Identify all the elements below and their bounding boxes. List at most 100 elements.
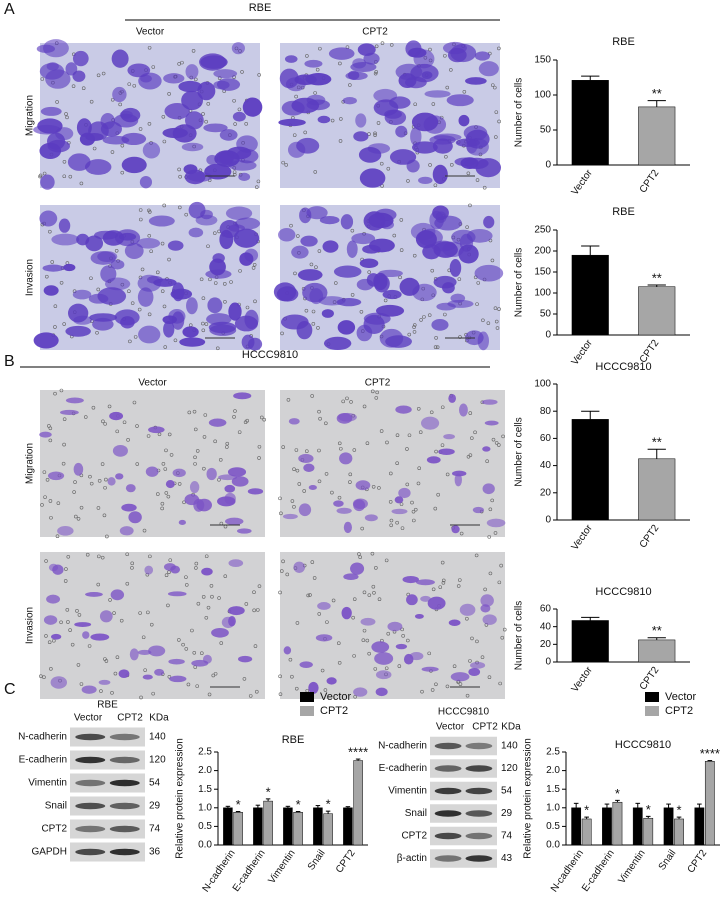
bar	[674, 818, 684, 846]
pore	[53, 325, 57, 329]
pore	[71, 84, 76, 88]
cell	[239, 252, 254, 266]
bar	[632, 807, 643, 846]
pore	[365, 441, 370, 446]
micrograph	[39, 552, 265, 700]
blot-band	[109, 779, 140, 787]
pore	[462, 89, 467, 94]
y-tick-label: 1.0	[198, 802, 212, 813]
pore	[160, 506, 164, 511]
pore	[434, 336, 438, 340]
cell	[235, 148, 259, 164]
kda-value: 36	[149, 847, 161, 858]
cell	[170, 565, 181, 574]
pore	[406, 638, 410, 643]
cell	[360, 617, 376, 626]
pore	[127, 82, 132, 86]
pore	[255, 185, 259, 189]
pore	[48, 438, 53, 443]
pore	[296, 234, 300, 238]
pore	[177, 167, 181, 172]
cell	[82, 631, 90, 639]
cell	[411, 112, 439, 132]
cell	[353, 499, 366, 512]
pore	[257, 444, 262, 449]
bar	[581, 818, 592, 846]
x-tick-label: CPT2	[686, 848, 710, 876]
pore	[126, 438, 130, 442]
micrograph	[33, 39, 263, 190]
pore	[177, 638, 181, 642]
pore	[114, 249, 119, 253]
pore	[79, 682, 84, 686]
pore	[142, 528, 147, 533]
cell	[343, 521, 352, 534]
pore	[386, 631, 391, 636]
pore	[112, 611, 116, 615]
pore	[156, 492, 160, 496]
y-tick-label: 100	[534, 90, 551, 101]
pore	[371, 584, 376, 589]
pore	[385, 440, 389, 445]
blot-band	[109, 825, 140, 833]
pore	[345, 396, 349, 401]
pore	[359, 309, 364, 314]
pore	[350, 228, 355, 233]
pore	[289, 223, 293, 228]
blot-band	[109, 756, 140, 764]
pore	[65, 608, 70, 612]
cell	[184, 493, 200, 506]
cell	[345, 71, 368, 81]
pore	[199, 277, 204, 282]
blot-strip	[430, 826, 497, 846]
cell	[484, 420, 499, 426]
pore	[412, 518, 416, 523]
pore	[494, 135, 498, 139]
cell	[468, 668, 481, 677]
cell	[482, 446, 491, 452]
blot-strip	[430, 804, 497, 823]
cell	[363, 211, 386, 231]
error-bar	[635, 802, 641, 808]
pore	[331, 598, 336, 603]
bar	[293, 812, 303, 846]
pore	[120, 170, 125, 175]
pore	[108, 598, 112, 602]
micrograph	[278, 551, 507, 699]
cell	[65, 397, 84, 404]
pore	[352, 597, 357, 601]
x-tick-label: Vector	[570, 522, 596, 552]
cell	[356, 278, 374, 291]
pore	[317, 409, 321, 414]
cell	[306, 206, 328, 220]
pore	[405, 447, 409, 451]
blot-band	[434, 742, 462, 750]
pore	[317, 479, 322, 484]
pore	[40, 77, 45, 81]
pore	[413, 102, 418, 107]
cell	[241, 334, 255, 350]
pore	[475, 639, 479, 644]
cell	[395, 125, 408, 138]
pore	[204, 615, 209, 620]
pore	[59, 280, 64, 285]
kda-value: 120	[501, 763, 518, 774]
pore	[53, 304, 58, 308]
pore	[162, 203, 167, 208]
y-tick-label: 60	[540, 604, 552, 615]
cell	[184, 169, 206, 185]
pore	[278, 692, 283, 696]
pore	[288, 657, 293, 662]
blot-band	[75, 848, 106, 856]
cell	[276, 286, 299, 302]
pore	[348, 480, 352, 484]
cell	[47, 471, 65, 481]
kda-value: 54	[501, 786, 513, 797]
y-tick-label: 2.0	[546, 765, 560, 776]
cell	[371, 641, 390, 653]
bar	[323, 813, 333, 846]
pore	[494, 319, 499, 324]
bar	[263, 800, 273, 846]
cell	[186, 297, 198, 315]
cell	[55, 127, 74, 141]
